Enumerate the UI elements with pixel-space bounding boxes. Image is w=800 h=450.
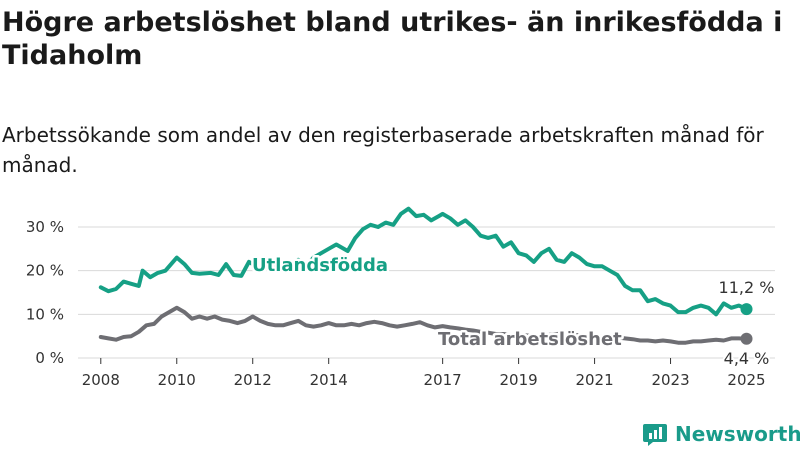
series-line-total bbox=[98, 305, 749, 345]
x-tick-label: 2023 bbox=[651, 371, 689, 389]
y-tick-label: 30 % bbox=[26, 218, 64, 236]
y-tick-label: 20 % bbox=[26, 262, 64, 280]
x-tick-label: 2025 bbox=[727, 371, 765, 389]
logo-text: Newsworthy bbox=[675, 422, 800, 446]
series-label-total: Total arbetslöshet bbox=[438, 329, 622, 350]
y-tick-label: 10 % bbox=[26, 305, 64, 323]
end-marker-total bbox=[740, 332, 753, 345]
x-tick-label: 2008 bbox=[82, 371, 120, 389]
x-tick-label: 2014 bbox=[310, 371, 348, 389]
chart-subtitle: Arbetssökande som andel av den registerb… bbox=[2, 123, 764, 177]
series-label-utlandsfodda: Utlandsfödda bbox=[252, 255, 388, 276]
x-tick-label: 2017 bbox=[424, 371, 462, 389]
series-line-utlandsfodda bbox=[98, 206, 749, 317]
x-tick-label: 2021 bbox=[575, 371, 613, 389]
end-value-label-total: 4,4 % bbox=[724, 349, 770, 368]
y-tick-label: 0 % bbox=[35, 349, 64, 367]
newsworthy-chart-icon bbox=[643, 424, 667, 446]
end-value-label-utlandsfodda: 11,2 % bbox=[719, 278, 775, 297]
chart-title: Högre arbetslöshet bland utrikes- än inr… bbox=[2, 7, 783, 71]
x-tick-label: 2019 bbox=[500, 371, 538, 389]
x-tick-label: 2012 bbox=[234, 371, 272, 389]
x-tick-label: 2010 bbox=[158, 371, 196, 389]
newsworthy-logo: Newsworthy bbox=[643, 419, 800, 449]
end-marker-utlandsfodda bbox=[740, 303, 753, 316]
